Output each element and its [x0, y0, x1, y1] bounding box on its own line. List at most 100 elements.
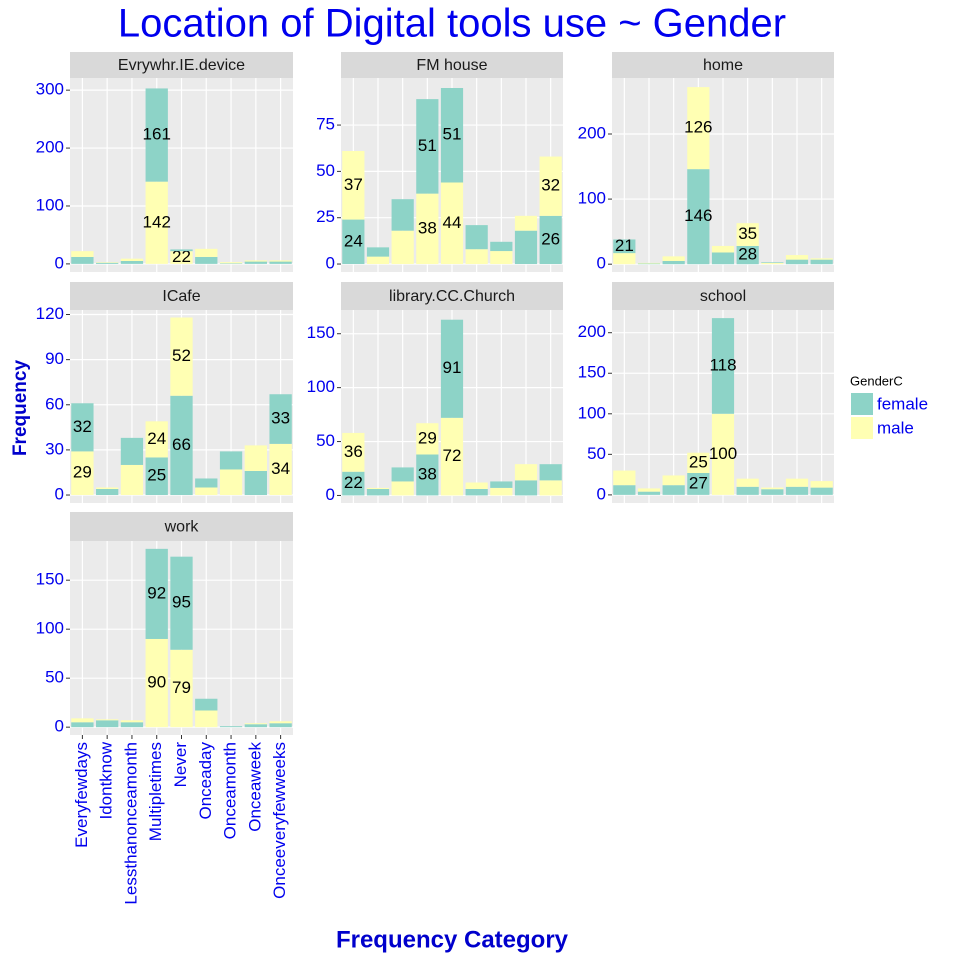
y-tick-label: 200	[578, 322, 606, 341]
bar-segment	[71, 256, 94, 264]
bar-segment	[391, 230, 414, 265]
y-tick-label: 120	[36, 304, 64, 323]
y-tick-label: 300	[36, 80, 64, 99]
bar-segment	[490, 487, 513, 496]
bar-segment	[342, 432, 365, 472]
bar-segment	[219, 263, 243, 264]
x-tick-label: Idontknow	[97, 741, 116, 819]
bar-segment	[96, 262, 119, 264]
data-label: 21	[615, 236, 634, 255]
bar-segment	[465, 482, 488, 489]
y-tick-label: 50	[316, 161, 335, 180]
bar-segment	[170, 317, 193, 396]
bar-segment	[539, 156, 562, 216]
bar-segment	[662, 475, 685, 486]
data-label: 51	[443, 125, 462, 144]
bar-segment	[514, 480, 538, 496]
legend-title: GenderC	[850, 373, 903, 388]
bar-segment	[366, 487, 390, 489]
data-label: 27	[689, 473, 708, 492]
bar-segment	[662, 256, 685, 261]
data-label: 29	[418, 428, 437, 447]
bar-segment	[96, 720, 119, 728]
bar-segment	[613, 239, 636, 254]
x-tick-label: Lessthanonceamonth	[121, 742, 140, 905]
y-tick-label: 150	[578, 363, 606, 382]
bar-segment	[711, 252, 735, 265]
bar-segment	[195, 256, 218, 264]
strip	[70, 282, 293, 310]
y-tick-label: 30	[45, 439, 64, 458]
bar-segment	[637, 262, 661, 264]
data-label: 146	[684, 206, 712, 225]
bar-segment	[416, 193, 439, 265]
bar-segment	[761, 487, 784, 490]
y-tick-label: 50	[45, 668, 64, 687]
bar-segment	[810, 481, 833, 488]
bar-segment	[736, 486, 759, 495]
data-label: 29	[73, 463, 92, 482]
bar-segment	[244, 261, 267, 264]
bar-segment	[785, 478, 809, 487]
data-label: 32	[73, 417, 92, 436]
bar-segment	[269, 260, 292, 262]
bar-segment	[785, 486, 809, 495]
bar-segment	[637, 488, 661, 492]
bar-segment	[269, 721, 292, 724]
bar-segment	[269, 261, 292, 264]
bar-segment	[711, 413, 735, 495]
panel-title: school	[700, 288, 746, 305]
y-tick-label: 150	[307, 323, 335, 342]
bar-segment	[810, 259, 833, 265]
bar-segment	[195, 698, 218, 711]
panel-title: ICafe	[162, 288, 200, 305]
bar-segment	[195, 248, 218, 257]
strip	[341, 282, 563, 310]
data-label: 126	[684, 118, 712, 137]
bar-segment	[711, 318, 735, 414]
data-label: 33	[271, 409, 290, 428]
data-label: 22	[172, 247, 191, 266]
data-label: 34	[271, 459, 290, 478]
bar-segment	[687, 452, 710, 473]
bar-segment	[539, 480, 562, 496]
bar-segment	[120, 437, 144, 465]
data-label: 26	[541, 229, 560, 248]
bar-segment	[736, 245, 759, 265]
bar-segment	[269, 723, 292, 728]
bar-segment	[120, 720, 144, 723]
bar-segment	[440, 182, 464, 265]
strip	[341, 52, 563, 78]
data-label: 79	[172, 678, 191, 697]
y-tick-label: 50	[316, 431, 335, 450]
bar-segment	[96, 719, 119, 721]
strip	[70, 52, 293, 78]
y-tick-label: 100	[36, 195, 64, 214]
y-tick-label: 50	[587, 444, 606, 463]
data-label: 52	[172, 346, 191, 365]
y-tick-label: 100	[578, 189, 606, 208]
bar-segment	[71, 722, 94, 728]
bar-segment	[96, 262, 119, 263]
bar-segment	[269, 443, 292, 496]
bar-segment	[687, 472, 710, 495]
strip	[70, 512, 293, 541]
panel-title: home	[703, 57, 743, 74]
data-label: 25	[689, 452, 708, 471]
bar-segment	[662, 485, 685, 495]
data-label: 91	[443, 358, 462, 377]
bar-segment	[145, 638, 168, 728]
data-label: 32	[541, 176, 560, 195]
bar-segment	[514, 230, 538, 265]
x-tick-label: Onceaday	[196, 742, 215, 820]
bar-segment	[244, 260, 267, 262]
bar-segment	[170, 249, 193, 252]
bar-segment	[145, 88, 168, 182]
bar-segment	[145, 181, 168, 264]
bar-segment	[440, 417, 464, 496]
bar-segment	[490, 481, 513, 488]
data-label: 35	[738, 224, 757, 243]
bar-segment	[96, 489, 119, 496]
